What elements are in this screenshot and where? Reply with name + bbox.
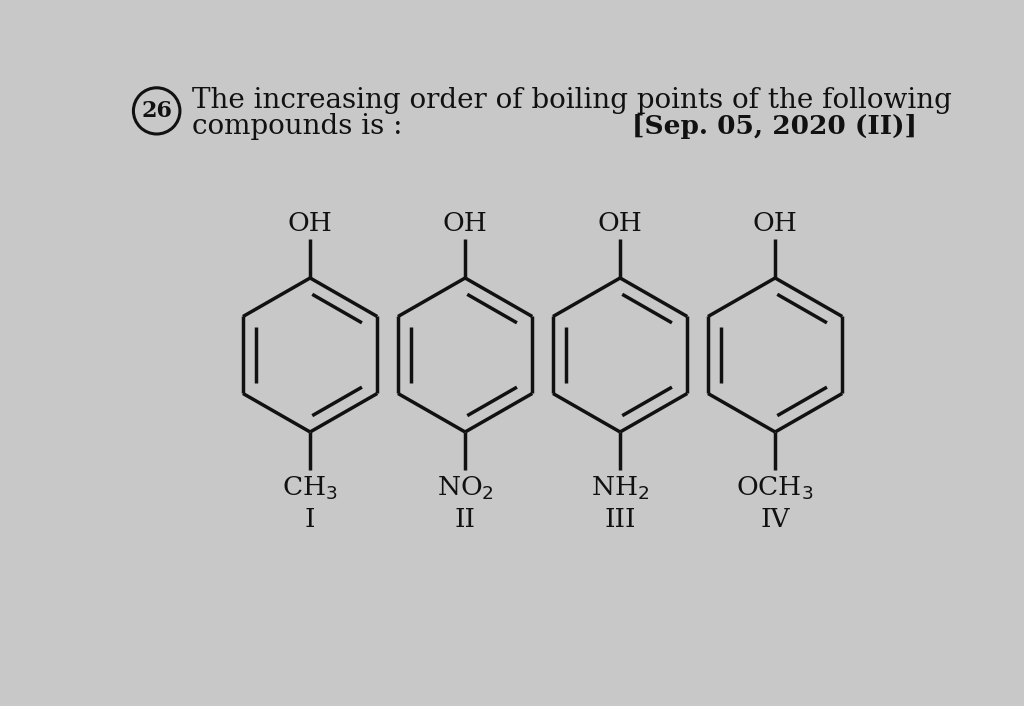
Text: I: I — [305, 508, 315, 532]
Text: NO$_2$: NO$_2$ — [436, 474, 494, 502]
Text: [Sep. 05, 2020 (II)]: [Sep. 05, 2020 (II)] — [632, 114, 916, 139]
Text: NH$_2$: NH$_2$ — [591, 474, 649, 502]
Text: OH: OH — [442, 210, 487, 236]
Text: compounds is :: compounds is : — [191, 113, 402, 140]
Text: CH$_3$: CH$_3$ — [283, 474, 338, 502]
Text: II: II — [455, 508, 475, 532]
Text: 26: 26 — [141, 100, 172, 122]
Text: OCH$_3$: OCH$_3$ — [736, 474, 814, 502]
Text: IV: IV — [761, 508, 790, 532]
Text: OH: OH — [288, 210, 333, 236]
Text: The increasing order of boiling points of the following: The increasing order of boiling points o… — [191, 88, 951, 114]
Text: OH: OH — [598, 210, 643, 236]
Text: III: III — [604, 508, 636, 532]
Text: OH: OH — [753, 210, 798, 236]
